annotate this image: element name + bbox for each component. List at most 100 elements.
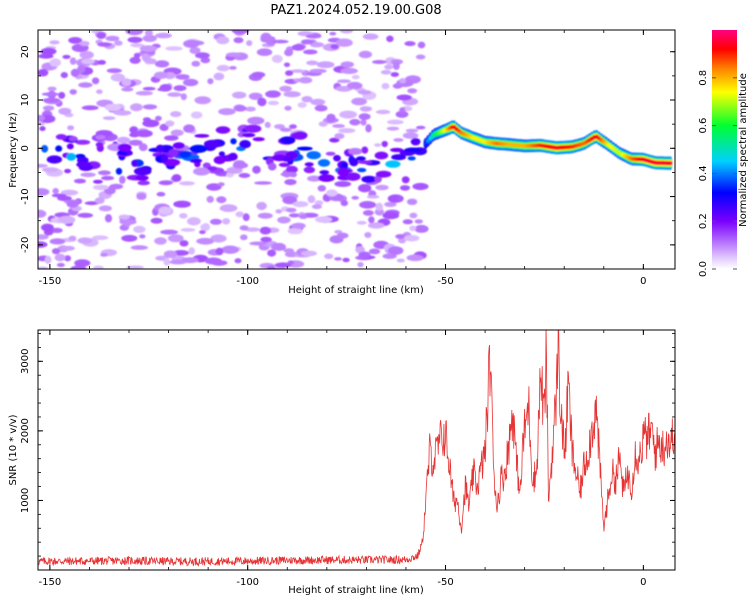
spectrogram-cell xyxy=(188,247,195,255)
spectrogram-cell xyxy=(81,105,99,111)
snr-frame xyxy=(38,330,675,570)
spectrogram-cell xyxy=(301,96,313,103)
spectrogram-cell xyxy=(288,213,301,218)
spectrogram-cell xyxy=(40,47,57,56)
colorbar-tick-label: 0.8 xyxy=(698,70,709,86)
y-tick-label: 3000 xyxy=(20,349,31,374)
spectrogram-cell xyxy=(303,49,318,55)
spectrogram-cell xyxy=(325,151,336,156)
spectrogram-cell xyxy=(136,192,147,200)
spectrogram-cell xyxy=(362,33,379,40)
spectrogram-cell xyxy=(46,155,63,164)
spectrogram-cell xyxy=(172,142,185,150)
spectrogram-cell xyxy=(180,228,196,232)
spectrogram-cell xyxy=(169,259,187,265)
spectrogram-cell xyxy=(361,175,377,183)
spectrogram-cell xyxy=(311,204,322,210)
spectrogram-cell xyxy=(235,211,244,218)
spectrogram-cell xyxy=(249,241,268,246)
spectrogram-cell xyxy=(77,237,93,244)
spectrogram-cell xyxy=(141,53,150,62)
spectrogram-cell xyxy=(49,58,61,67)
spectrogram-cell xyxy=(216,36,230,45)
spectrogram-cell xyxy=(158,180,173,186)
y-tick-label: -10 xyxy=(20,188,31,204)
spectrogram-cell xyxy=(409,212,418,219)
spectrogram-cell xyxy=(368,248,381,255)
spectrogram-y-label: Frequency (Hz) xyxy=(8,112,19,188)
spectrogram-cell xyxy=(254,181,272,185)
spectrogram-cell xyxy=(127,36,143,43)
spectrogram-cell xyxy=(183,124,196,133)
spectrogram-cell xyxy=(51,193,67,198)
spectrogram-cell xyxy=(364,232,372,238)
colorbar-tick-label: 0.4 xyxy=(698,165,709,181)
spectrogram-cell xyxy=(401,176,410,184)
spectrogram-cell xyxy=(412,182,429,191)
spectrogram-ridge-cell xyxy=(423,141,428,146)
spectrogram-cell xyxy=(69,89,77,95)
spectrogram-cell xyxy=(361,146,369,154)
spectrogram-cell xyxy=(155,32,172,39)
spectrogram-cell xyxy=(340,61,354,68)
spectrogram-cell xyxy=(316,61,335,69)
spectrogram-cell xyxy=(114,40,123,46)
spectrogram-cell xyxy=(193,167,210,176)
spectrogram-cell xyxy=(329,31,337,36)
spectrogram-cell xyxy=(38,163,48,168)
colorbar-gradient xyxy=(712,30,737,269)
spectrogram-cell xyxy=(165,120,175,127)
spectrogram-cell xyxy=(375,170,392,178)
spectrogram-cell xyxy=(410,138,421,146)
spectrogram-cell xyxy=(194,134,210,138)
spectrogram-cell xyxy=(182,78,199,87)
spectrogram-cell xyxy=(64,168,72,174)
colorbar-ticks: 0.0 0.2 0.4 0.6 0.8 xyxy=(698,70,737,277)
spectrogram-cell xyxy=(163,250,177,258)
spectrogram-cell xyxy=(348,147,363,155)
spectrogram-cell xyxy=(97,60,107,65)
spectrogram-cell xyxy=(189,144,208,153)
spectrogram-cell xyxy=(41,145,49,153)
spectrogram-cell xyxy=(96,32,106,39)
spectrogram-cell xyxy=(409,225,417,232)
spectrogram-cell xyxy=(351,97,367,106)
spectrogram-cell xyxy=(284,179,297,186)
spectrogram-cell xyxy=(345,172,361,181)
spectrogram-cell xyxy=(382,253,397,259)
spectrogram-cell xyxy=(234,105,247,112)
spectrogram-cell xyxy=(380,70,392,75)
spectrogram-cell xyxy=(334,181,352,187)
spectrogram-cell xyxy=(374,151,389,160)
y-tick-label: -20 xyxy=(20,237,31,253)
spectrogram-ridge-cell xyxy=(668,161,673,166)
spectrogram-cell xyxy=(155,115,162,121)
spectrogram-cell xyxy=(97,170,111,176)
spectrogram-y-ticks: -20 -10 0 10 20 xyxy=(20,45,675,270)
spectrogram-cell xyxy=(246,40,253,47)
spectrogram-cell xyxy=(336,232,349,239)
spectrogram-cell xyxy=(199,230,206,235)
x-tick-label: -100 xyxy=(236,577,259,588)
spectrogram-cell xyxy=(106,68,122,74)
spectrogram-cell xyxy=(402,219,413,225)
spectrogram-cell xyxy=(206,195,214,203)
spectrogram-cell xyxy=(257,212,273,219)
spectrogram-cell xyxy=(393,138,404,142)
spectrogram-cell xyxy=(170,129,184,137)
spectrogram-cell xyxy=(346,81,363,90)
spectrogram-cell xyxy=(330,44,339,50)
x-tick-label: -150 xyxy=(39,577,62,588)
x-tick-label: -150 xyxy=(39,276,62,287)
spectrogram-cell xyxy=(113,110,132,116)
spectrogram-cell xyxy=(76,161,91,168)
spectrogram-cell xyxy=(332,124,345,128)
spectrogram-cell xyxy=(167,234,184,243)
spectrogram-cell xyxy=(358,50,373,59)
spectrogram-cell xyxy=(296,146,313,151)
spectrogram-cell xyxy=(267,162,277,171)
y-tick-label: 0 xyxy=(20,145,31,151)
spectrogram-cell xyxy=(215,126,231,134)
spectrogram-cell xyxy=(180,93,187,101)
spectrogram-cell xyxy=(216,196,227,204)
